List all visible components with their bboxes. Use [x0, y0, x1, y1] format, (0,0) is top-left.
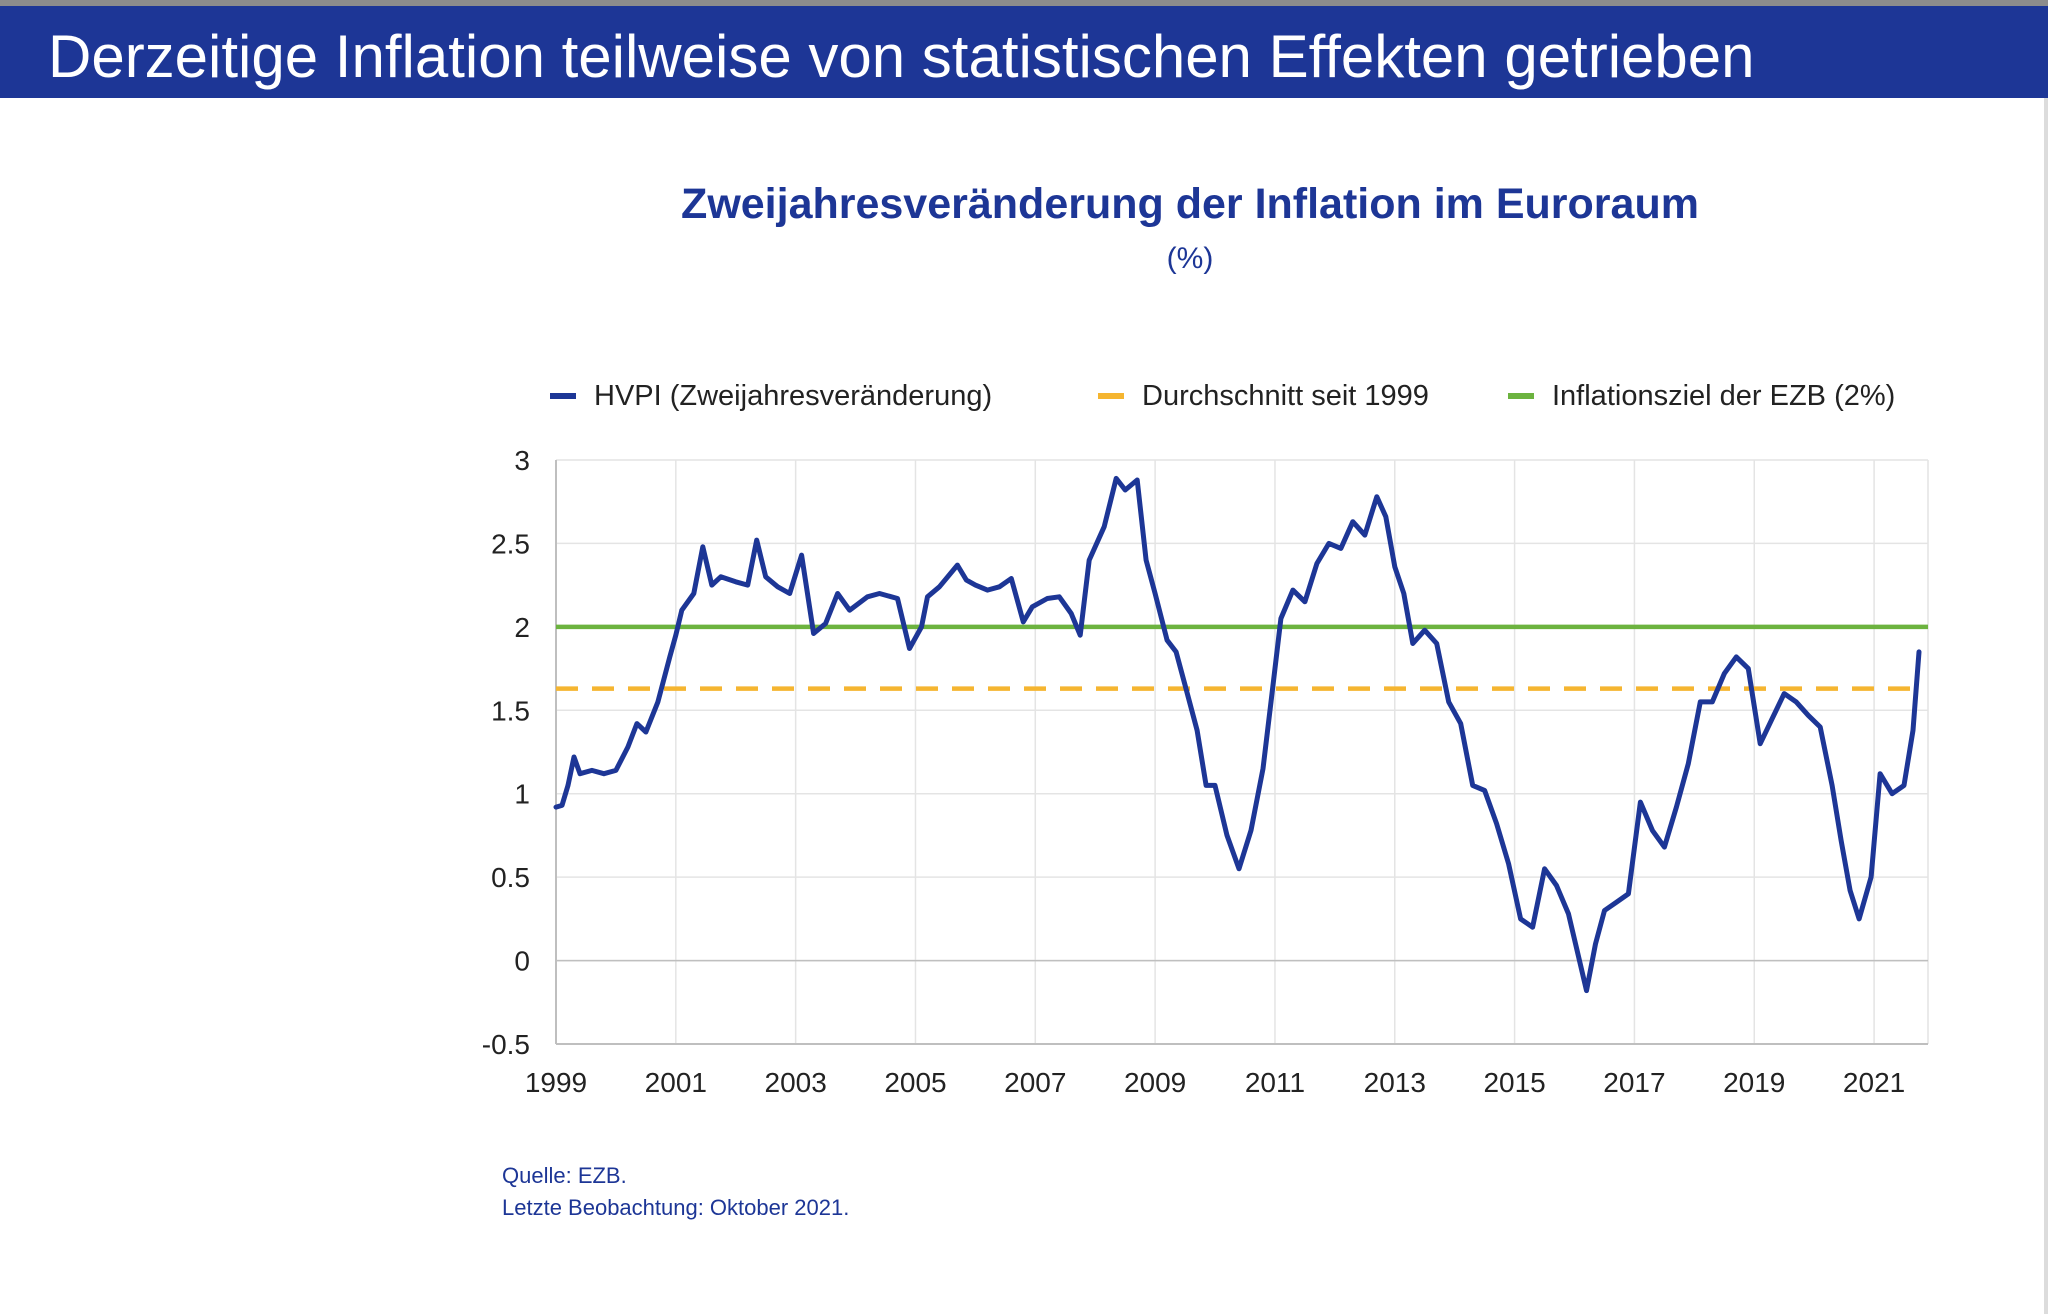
y-tick-label: -0.5	[482, 1029, 530, 1060]
x-tick-label: 2021	[1843, 1067, 1905, 1098]
y-tick-label: 3	[514, 445, 530, 476]
y-tick-label: 2.5	[491, 528, 530, 559]
legend-swatch-hvpi	[550, 393, 576, 399]
legend-label-average: Durchschnitt seit 1999	[1142, 379, 1429, 412]
x-tick-label: 2017	[1603, 1067, 1665, 1098]
legend-hvpi: HVPI (Zweijahresveränderung)	[550, 376, 992, 416]
legend-average: Durchschnitt seit 1999	[1098, 376, 1429, 416]
series-line-hvpi	[553, 475, 1922, 994]
source-note: Quelle: EZB. Letzte Beobachtung: Oktober…	[502, 1160, 849, 1224]
legend-label-target: Inflationsziel der EZB (2%)	[1552, 379, 1896, 412]
x-tick-label: 1999	[525, 1067, 587, 1098]
x-tick-label: 2011	[1245, 1067, 1305, 1098]
x-tick-label: 2005	[884, 1067, 946, 1098]
y-tick-label: 1	[514, 779, 530, 810]
legend-swatch-target	[1508, 393, 1534, 399]
x-tick-label: 2003	[765, 1067, 827, 1098]
y-tick-label: 0.5	[491, 862, 530, 893]
source-line: Quelle: EZB.	[502, 1163, 627, 1188]
y-tick-label: 0	[514, 946, 530, 977]
slide-title: Derzeitige Inflation teilweise von stati…	[48, 23, 1755, 90]
legend-target: Inflationsziel der EZB (2%)	[1508, 376, 1895, 416]
y-tick-label: 2	[514, 612, 530, 643]
top-border	[0, 0, 2048, 6]
title-banner: Derzeitige Inflation teilweise von stati…	[0, 6, 2048, 98]
slide-right-edge	[2044, 98, 2048, 1314]
x-tick-label: 2007	[1004, 1067, 1066, 1098]
legend-swatch-average	[1098, 393, 1124, 399]
y-tick-label: 1.5	[491, 695, 530, 726]
x-tick-label: 2019	[1723, 1067, 1785, 1098]
legend-label-hvpi: HVPI (Zweijahresveränderung)	[594, 379, 993, 412]
x-tick-label: 2009	[1124, 1067, 1186, 1098]
x-tick-label: 2001	[645, 1067, 707, 1098]
x-tick-label: 2013	[1364, 1067, 1426, 1098]
last-observation-line: Letzte Beobachtung: Oktober 2021.	[502, 1195, 850, 1220]
x-tick-label: 2015	[1483, 1067, 1545, 1098]
chart-subtitle: (%)	[1166, 242, 1214, 275]
chart-title: Zweijahresveränderung der Inflation im E…	[681, 180, 1699, 228]
